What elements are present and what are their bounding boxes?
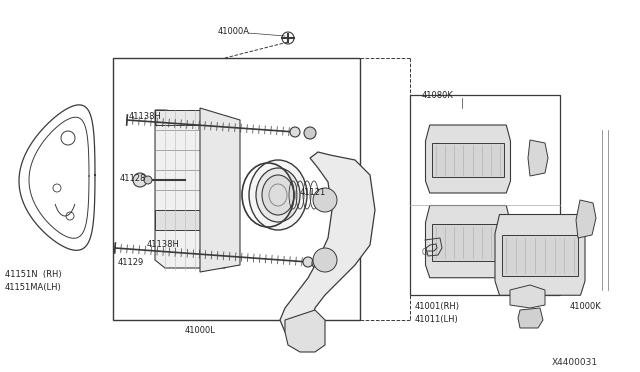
Polygon shape [155,210,200,230]
Ellipse shape [256,168,300,222]
Circle shape [313,188,337,212]
Polygon shape [432,224,504,261]
Ellipse shape [249,160,307,230]
Bar [410,95,560,295]
Polygon shape [495,215,585,295]
Text: 41151N  (RH): 41151N (RH) [5,270,61,279]
Text: 41001(RH): 41001(RH) [415,302,460,311]
Text: 41151MA(LH): 41151MA(LH) [5,283,61,292]
Polygon shape [155,110,200,125]
Polygon shape [432,142,504,177]
Circle shape [312,257,324,269]
Polygon shape [510,285,545,308]
Polygon shape [502,235,578,276]
Text: 41138H: 41138H [129,112,162,121]
Text: 41121: 41121 [300,188,326,197]
Bar [113,58,360,320]
Text: 41000K: 41000K [570,302,602,311]
Ellipse shape [262,175,294,215]
Circle shape [144,176,152,184]
Text: G: G [422,248,428,257]
Polygon shape [528,140,548,176]
Polygon shape [200,108,240,272]
Polygon shape [426,205,511,278]
Circle shape [290,127,300,137]
Text: 41128: 41128 [120,174,147,183]
Text: 41000L: 41000L [185,326,216,335]
Polygon shape [576,200,596,238]
Text: X4400031: X4400031 [552,358,598,367]
Polygon shape [285,310,325,352]
Text: 41000A: 41000A [218,27,250,36]
Circle shape [133,173,147,187]
Polygon shape [518,308,543,328]
Text: 41080K: 41080K [422,91,454,100]
Polygon shape [155,110,225,268]
Text: 41138H: 41138H [147,240,180,249]
Circle shape [304,127,316,139]
Text: 41011(LH): 41011(LH) [415,315,459,324]
Polygon shape [426,125,511,193]
Circle shape [313,248,337,272]
Circle shape [303,257,313,267]
Text: 41129: 41129 [118,258,144,267]
Polygon shape [280,152,375,338]
